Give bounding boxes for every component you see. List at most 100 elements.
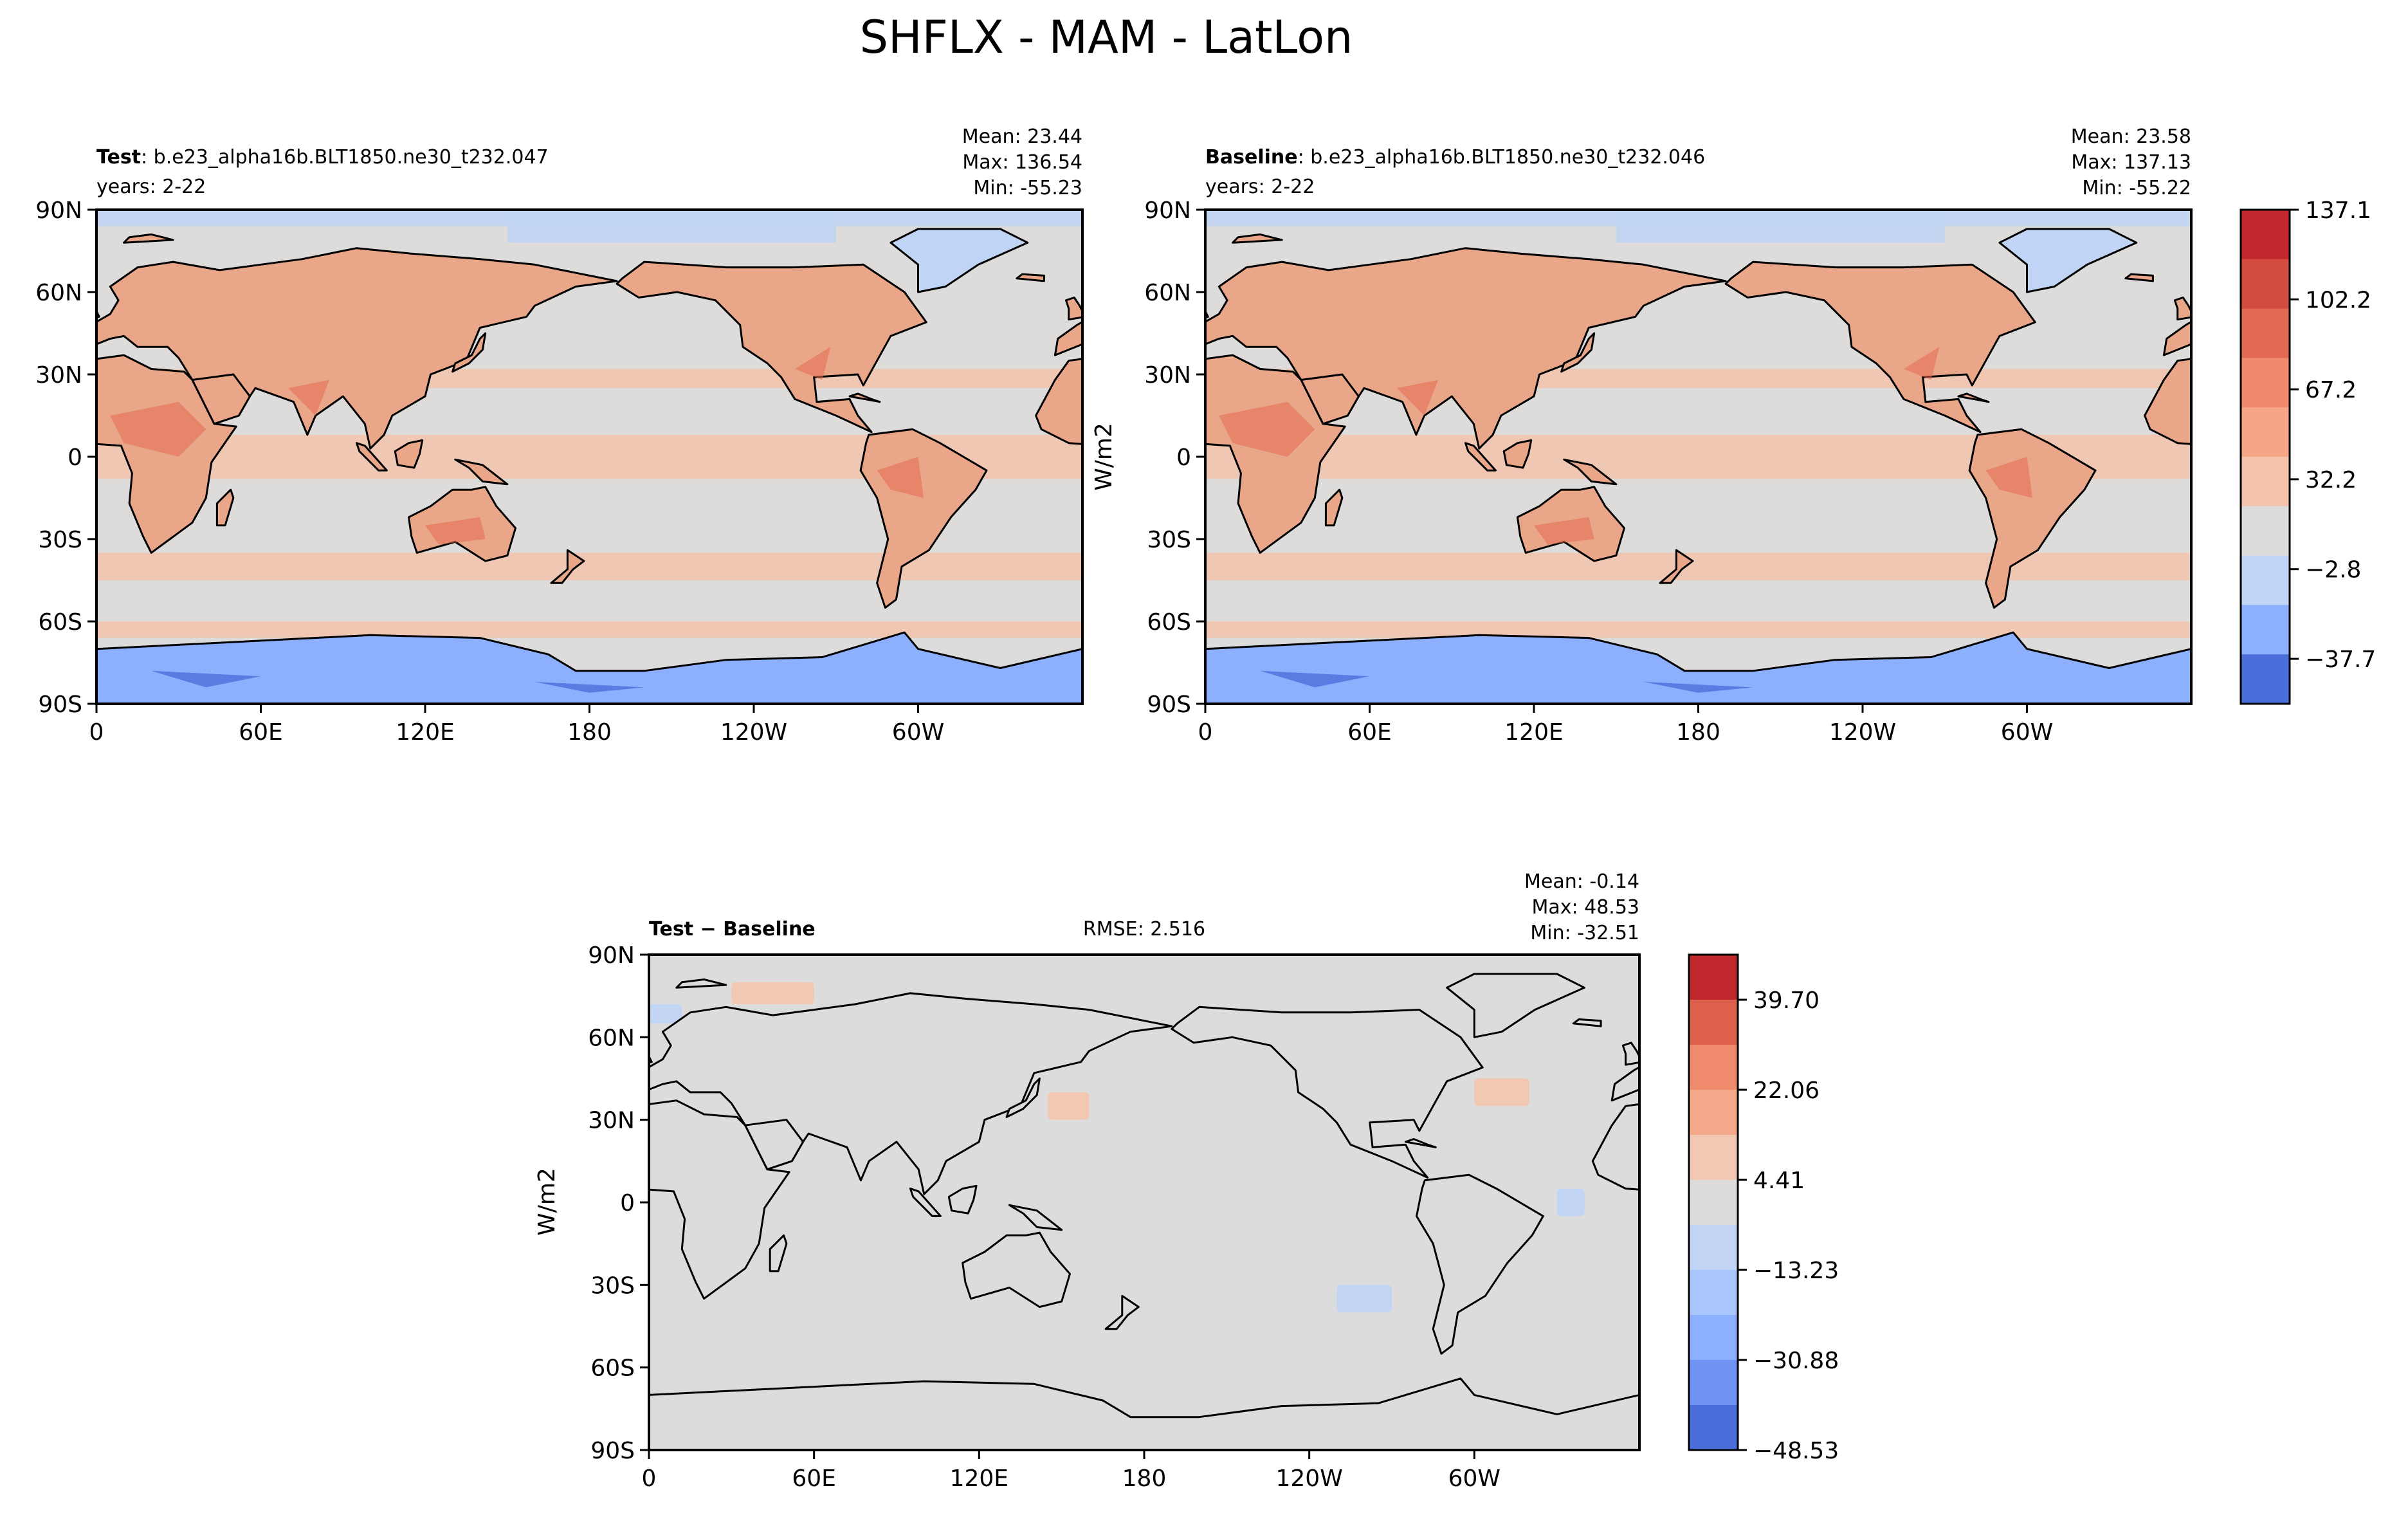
colorbar-tick-label: −13.23	[1753, 1258, 1839, 1284]
japan-landmass	[1005, 1078, 1041, 1118]
anomaly-patch	[1336, 1285, 1392, 1313]
colorbar-segment	[2241, 457, 2290, 507]
madagascar-landmass	[2312, 490, 2328, 526]
diff-map	[415, 955, 2129, 1450]
colorbar-frame	[1688, 953, 1739, 1451]
y-tick-label: 0	[1176, 445, 1191, 471]
anomaly-patch	[1048, 1092, 1090, 1120]
anomaly-patch	[1474, 1078, 1529, 1106]
x-tick-label: 120W	[1276, 1465, 1343, 1492]
baseline-map	[1205, 210, 2328, 704]
test-panel-min: Min: -55.23	[973, 177, 1082, 199]
anomaly-patch	[649, 1004, 682, 1024]
colorbar-tick-label: −30.88	[1753, 1348, 1839, 1374]
x-tick-label: 60E	[239, 719, 283, 746]
iceland-landmass	[2124, 273, 2154, 282]
colorbar-segment	[1689, 1360, 1738, 1406]
colorbar-frame	[2239, 208, 2291, 705]
australia-landmass	[962, 1231, 1071, 1308]
anomaly-patch	[731, 982, 814, 1004]
colorbar-segment	[1689, 1135, 1738, 1180]
borneo-landmass	[394, 439, 424, 469]
field-band	[507, 210, 836, 243]
colorbar-segment	[1689, 955, 1738, 1000]
colorbar-tick-label: −37.7	[2305, 647, 2376, 673]
new-guinea-landmass	[454, 458, 509, 486]
svalbard-landmass	[1110, 234, 1160, 243]
antarctic-cold-core	[1260, 670, 1370, 688]
test-panel-title: Test: b.e23_alpha16b.BLT1850.ne30_t232.0…	[96, 146, 549, 169]
colorbar-tick-label: 4.41	[1753, 1168, 1805, 1194]
britain-landmass	[1064, 297, 1082, 321]
anomaly-patch	[1556, 1188, 1585, 1217]
baseline-panel-mean: Mean: 23.58	[2071, 125, 2191, 148]
svalbard-landmass	[675, 978, 727, 989]
south-america-landmass	[1416, 1173, 1544, 1355]
x-tick-label: 180	[1122, 1465, 1167, 1492]
cuba-landmass	[415, 1139, 445, 1148]
y-tick-label: 30N	[588, 1108, 635, 1134]
greenland-landmass	[1998, 228, 2138, 293]
madagascar-landmass	[215, 488, 235, 527]
arabia-landmass	[1300, 373, 1360, 425]
sumatra-landmass	[356, 442, 388, 472]
japan-landmass	[1560, 332, 1596, 373]
antarctic-cold-core	[151, 670, 261, 688]
y-tick-label: 60S	[590, 1355, 635, 1382]
colorbar-segment	[1689, 1270, 1738, 1316]
sumatra-landmass	[1464, 442, 1497, 472]
new-zealand-landmass	[1104, 1294, 1140, 1330]
field-band	[96, 553, 1082, 580]
new-zealand-landmass	[2096, 1296, 2129, 1328]
colorbar-segment	[1689, 1405, 1738, 1451]
y-tick-label: 90S	[590, 1438, 635, 1464]
diff-panel-title: Test − Baseline	[649, 918, 816, 941]
eurasia-landmass	[1054, 320, 1082, 356]
antarctica-landmass	[96, 631, 1082, 704]
diff-panel-max: Max: 48.53	[1531, 896, 1639, 919]
diff-panel-min: Min: -32.51	[1530, 922, 1639, 944]
hot-region	[1397, 380, 1438, 416]
hot-region	[110, 401, 206, 457]
australia-landmass	[1953, 1233, 2061, 1307]
diff-panel: Test − Baseline RMSE: 2.516 Mean: -0.14 …	[415, 870, 2129, 1492]
madagascar-landmass	[769, 1234, 788, 1272]
x-tick-label: 180	[567, 719, 612, 746]
colorbar-tick-label: 137.1	[2305, 197, 2371, 224]
baseline-panel-min: Min: -55.22	[2082, 177, 2191, 199]
baseline-panel-title: Baseline: b.e23_alpha16b.BLT1850.ne30_t2…	[1205, 146, 1705, 169]
baseline-panel-max: Max: 137.13	[2071, 151, 2191, 174]
hot-region	[877, 457, 924, 498]
y-tick-label: 60S	[38, 609, 82, 636]
antarctica-landmass	[649, 1377, 1639, 1450]
africa-landmass	[96, 354, 237, 554]
diff-axes: 0 60E 120E 180 120W 60W 90N 60N 30N 0 30S 60S 90S	[588, 942, 1641, 1492]
hot-region	[1219, 401, 1315, 457]
north-america-landmass	[616, 261, 927, 434]
x-tick-label: 120W	[720, 719, 787, 746]
x-tick-label: 60W	[2001, 719, 2053, 746]
africa-landmass	[2144, 358, 2191, 445]
new-guinea-landmass	[2000, 1205, 2052, 1230]
test-panel-max: Max: 136.54	[962, 151, 1082, 174]
arabia-landmass	[191, 373, 251, 425]
y-tick-label: 60N	[588, 1025, 635, 1051]
test-panel-years: years: 2-22	[96, 176, 206, 198]
field-band	[1205, 553, 2191, 580]
diff-colorbar: 39.70 22.06 4.41 −13.23 −30.88 −48.53	[1688, 953, 1839, 1464]
colorbar-tick-label: 22.06	[1753, 1078, 1820, 1104]
baseline-axes: 0 60E 120E 180 120W 60W 90N 60N 30N 0 30S 60S 90S	[1144, 197, 2193, 746]
test-axes: 0 60E 120E 180 120W 60W 90N 60N 30N 0 30S 60S 90S	[35, 197, 1084, 746]
borneo-landmass	[947, 1184, 978, 1215]
colorbar-segment	[1689, 1000, 1738, 1045]
x-tick-label: 60E	[1347, 719, 1392, 746]
x-tick-label: 0	[89, 719, 104, 746]
cuba-landmass	[1957, 392, 1990, 403]
y-tick-label: 90N	[588, 942, 635, 969]
y-tick-label: 30S	[590, 1272, 635, 1299]
x-tick-label: 120W	[1829, 719, 1896, 746]
colorbar-tick-label: 102.2	[2305, 287, 2371, 313]
y-tick-label: 30S	[38, 527, 82, 553]
x-tick-label: 120E	[1504, 719, 1563, 746]
iceland-landmass	[1572, 1018, 1602, 1027]
